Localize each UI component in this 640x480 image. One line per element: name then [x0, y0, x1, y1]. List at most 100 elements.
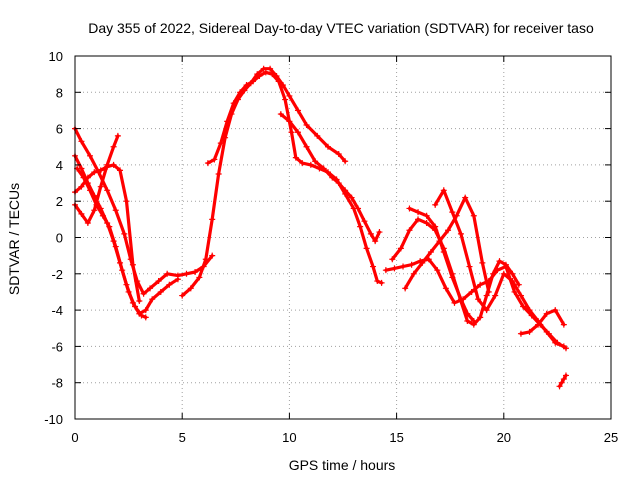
data-point — [202, 256, 209, 263]
data-point — [348, 194, 355, 201]
data-point — [515, 281, 522, 288]
data-point — [406, 205, 413, 212]
series-line — [180, 67, 347, 298]
data-point — [475, 296, 482, 303]
data-point — [166, 281, 173, 288]
data-point — [314, 132, 321, 139]
data-point — [93, 201, 100, 208]
series-line — [557, 373, 568, 388]
y-tick-label: 0 — [56, 231, 63, 246]
data-point — [457, 296, 464, 303]
x-tick-label: 5 — [179, 430, 186, 445]
series-arc-9 — [382, 256, 569, 352]
data-point — [526, 307, 533, 314]
series-arc-14 — [517, 307, 567, 337]
data-point — [84, 219, 91, 226]
data-point — [91, 169, 98, 176]
data-point — [303, 143, 310, 150]
data-point — [470, 317, 477, 324]
y-tick-label: -10 — [44, 412, 63, 427]
data-point — [303, 121, 310, 128]
series-arc-15 — [556, 372, 569, 390]
data-point — [269, 71, 276, 78]
data-point — [91, 207, 98, 214]
data-point — [157, 288, 164, 295]
series-line — [73, 134, 120, 225]
data-point — [485, 288, 492, 295]
data-point — [370, 263, 377, 270]
data-point — [320, 165, 327, 172]
data-point — [406, 227, 413, 234]
data-point — [294, 107, 301, 114]
data-point — [106, 223, 113, 230]
series-arc-3 — [72, 161, 143, 305]
data-point — [483, 292, 490, 299]
data-point — [543, 328, 550, 335]
data-point — [367, 230, 374, 237]
data-point — [464, 317, 471, 324]
data-point — [78, 138, 85, 145]
data-point — [187, 285, 194, 292]
data-point — [520, 303, 527, 310]
data-point — [149, 296, 156, 303]
data-point — [376, 229, 383, 236]
data-point — [179, 292, 186, 299]
data-point — [556, 383, 563, 390]
data-point — [560, 376, 567, 383]
data-point — [468, 288, 475, 295]
series-arc-12 — [406, 205, 477, 324]
data-point — [462, 194, 469, 201]
data-point — [451, 299, 458, 306]
y-tick-label: -2 — [51, 267, 63, 282]
data-point — [142, 314, 149, 321]
data-point — [357, 223, 364, 230]
y-tick-label: 8 — [56, 85, 63, 100]
data-point — [490, 270, 497, 277]
ticks: 0 5 10 15 20 25 -10 -8 -6 -4 -2 0 2 4 6 8 10 — [44, 49, 618, 445]
plot-area — [72, 65, 569, 390]
y-tick-label: 2 — [56, 194, 63, 209]
y-tick-label: 6 — [56, 122, 63, 137]
x-tick-label: 10 — [282, 430, 296, 445]
data-point — [262, 69, 269, 76]
series-arc-6 — [179, 65, 349, 299]
y-tick-label: -6 — [51, 339, 63, 354]
data-point — [477, 281, 484, 288]
series-arc-8 — [277, 111, 383, 245]
data-point — [104, 187, 111, 194]
data-point — [211, 156, 218, 163]
data-point — [509, 270, 516, 277]
data-point — [440, 187, 447, 194]
data-point — [174, 276, 181, 283]
y-axis-label: SDTVAR / TECUs — [6, 183, 22, 295]
data-point — [288, 129, 295, 136]
data-point — [372, 238, 379, 245]
data-point — [391, 265, 398, 272]
data-point — [335, 180, 342, 187]
data-point — [237, 89, 244, 96]
data-point — [155, 278, 162, 285]
series-arc-10 — [389, 216, 522, 328]
data-point — [535, 321, 542, 328]
data-point — [256, 72, 263, 79]
x-tick-label: 25 — [604, 430, 618, 445]
data-point — [363, 245, 370, 252]
data-point — [104, 161, 111, 168]
data-point — [562, 372, 569, 379]
x-tick-label: 0 — [71, 430, 78, 445]
data-point — [342, 187, 349, 194]
data-point — [445, 227, 452, 234]
y-tick-label: -4 — [51, 303, 63, 318]
series-arc-13 — [432, 187, 567, 350]
data-point — [80, 174, 87, 181]
data-point — [432, 201, 439, 208]
data-point — [132, 303, 139, 310]
data-point — [243, 82, 250, 89]
data-point — [408, 261, 415, 268]
series-line — [433, 188, 566, 348]
data-point — [119, 267, 126, 274]
series-line — [73, 163, 141, 303]
data-point — [110, 143, 117, 150]
data-point — [402, 285, 409, 292]
data-point — [496, 258, 503, 265]
